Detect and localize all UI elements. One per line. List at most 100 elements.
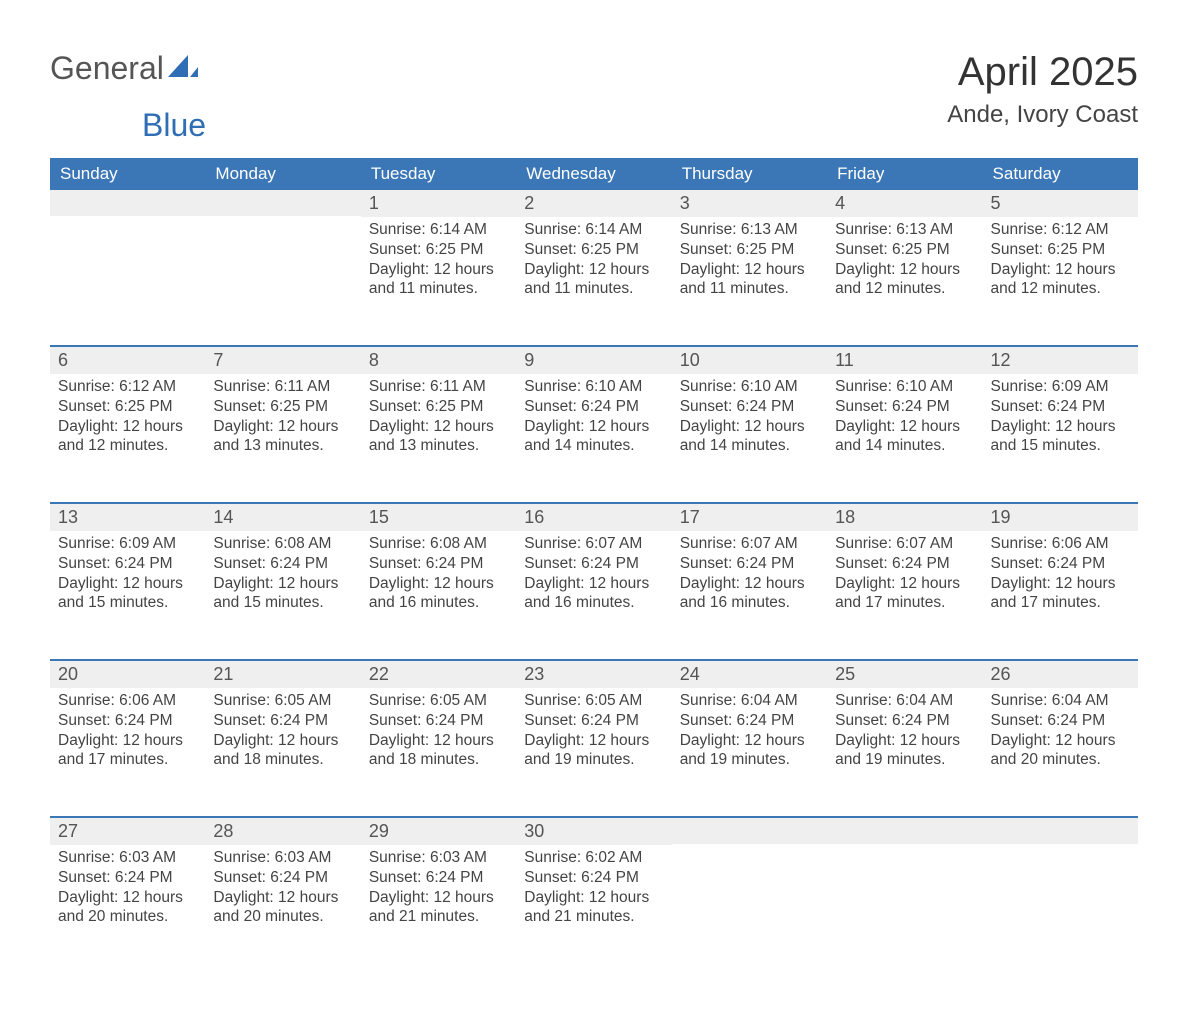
day-details: Sunrise: 6:05 AMSunset: 6:24 PMDaylight:… — [516, 688, 671, 776]
sunrise-line: Sunrise: 6:05 AM — [213, 691, 352, 711]
day-number: 11 — [827, 345, 982, 374]
daylight-line: Daylight: 12 hours and 15 minutes. — [991, 417, 1130, 457]
daylight-line: Daylight: 12 hours and 20 minutes. — [991, 731, 1130, 771]
daylight-line: Daylight: 12 hours and 14 minutes. — [680, 417, 819, 457]
sunset-line: Sunset: 6:24 PM — [680, 554, 819, 574]
sunset-line: Sunset: 6:24 PM — [524, 397, 663, 417]
sunset-line: Sunset: 6:25 PM — [369, 240, 508, 260]
calendar-cell: Sunrise: 6:04 AMSunset: 6:24 PMDaylight:… — [983, 688, 1138, 816]
sunrise-line: Sunrise: 6:07 AM — [835, 534, 974, 554]
sunset-line: Sunset: 6:25 PM — [991, 240, 1130, 260]
calendar-cell: Sunrise: 6:05 AMSunset: 6:24 PMDaylight:… — [516, 688, 671, 816]
calendar-cell: Sunrise: 6:09 AMSunset: 6:24 PMDaylight:… — [50, 531, 205, 659]
daylight-line: Daylight: 12 hours and 13 minutes. — [369, 417, 508, 457]
daylight-line: Daylight: 12 hours and 19 minutes. — [835, 731, 974, 771]
daylight-line: Daylight: 12 hours and 13 minutes. — [213, 417, 352, 457]
sunset-line: Sunset: 6:25 PM — [58, 397, 197, 417]
daylight-line: Daylight: 12 hours and 20 minutes. — [213, 888, 352, 928]
weekday-header-row: SundayMondayTuesdayWednesdayThursdayFrid… — [50, 158, 1138, 190]
sunset-line: Sunset: 6:24 PM — [524, 711, 663, 731]
calendar-cell: Sunrise: 6:08 AMSunset: 6:24 PMDaylight:… — [205, 531, 360, 659]
day-details: Sunrise: 6:06 AMSunset: 6:24 PMDaylight:… — [50, 688, 205, 776]
daylight-line: Daylight: 12 hours and 19 minutes. — [680, 731, 819, 771]
location-subtitle: Ande, Ivory Coast — [947, 101, 1138, 129]
day-details: Sunrise: 6:02 AMSunset: 6:24 PMDaylight:… — [516, 845, 671, 933]
week-daynum-row: 20212223242526 — [50, 659, 1138, 688]
daylight-line: Daylight: 12 hours and 16 minutes. — [524, 574, 663, 614]
day-number: 23 — [516, 659, 671, 688]
daylight-line: Daylight: 12 hours and 15 minutes. — [58, 574, 197, 614]
day-number: 21 — [205, 659, 360, 688]
day-number: 30 — [516, 816, 671, 845]
calendar-cell: Sunrise: 6:04 AMSunset: 6:24 PMDaylight:… — [827, 688, 982, 816]
sunset-line: Sunset: 6:25 PM — [680, 240, 819, 260]
day-details: Sunrise: 6:05 AMSunset: 6:24 PMDaylight:… — [205, 688, 360, 776]
sunrise-line: Sunrise: 6:14 AM — [369, 220, 508, 240]
sunrise-line: Sunrise: 6:08 AM — [213, 534, 352, 554]
day-number: 12 — [983, 345, 1138, 374]
day-details: Sunrise: 6:06 AMSunset: 6:24 PMDaylight:… — [983, 531, 1138, 619]
day-number: 17 — [672, 502, 827, 531]
day-number: 19 — [983, 502, 1138, 531]
day-number: 29 — [361, 816, 516, 845]
sunrise-line: Sunrise: 6:07 AM — [524, 534, 663, 554]
day-details: Sunrise: 6:07 AMSunset: 6:24 PMDaylight:… — [516, 531, 671, 619]
day-details: Sunrise: 6:03 AMSunset: 6:24 PMDaylight:… — [50, 845, 205, 933]
calendar-cell: Sunrise: 6:10 AMSunset: 6:24 PMDaylight:… — [516, 374, 671, 502]
daylight-line: Daylight: 12 hours and 14 minutes. — [835, 417, 974, 457]
sunset-line: Sunset: 6:24 PM — [524, 868, 663, 888]
sunset-line: Sunset: 6:24 PM — [524, 554, 663, 574]
sunrise-line: Sunrise: 6:11 AM — [213, 377, 352, 397]
empty-day — [50, 190, 205, 216]
calendar-cell: Sunrise: 6:13 AMSunset: 6:25 PMDaylight:… — [672, 217, 827, 345]
sunset-line: Sunset: 6:24 PM — [213, 868, 352, 888]
day-number: 3 — [672, 190, 827, 217]
sunset-line: Sunset: 6:25 PM — [835, 240, 974, 260]
day-details: Sunrise: 6:11 AMSunset: 6:25 PMDaylight:… — [205, 374, 360, 462]
sunset-line: Sunset: 6:24 PM — [369, 868, 508, 888]
sunrise-line: Sunrise: 6:10 AM — [524, 377, 663, 397]
day-details: Sunrise: 6:13 AMSunset: 6:25 PMDaylight:… — [672, 217, 827, 305]
calendar-cell: Sunrise: 6:04 AMSunset: 6:24 PMDaylight:… — [672, 688, 827, 816]
day-number: 9 — [516, 345, 671, 374]
day-number: 25 — [827, 659, 982, 688]
day-number: 22 — [361, 659, 516, 688]
calendar-cell: Sunrise: 6:14 AMSunset: 6:25 PMDaylight:… — [516, 217, 671, 345]
sunset-line: Sunset: 6:24 PM — [680, 397, 819, 417]
day-number: 28 — [205, 816, 360, 845]
sunrise-line: Sunrise: 6:12 AM — [991, 220, 1130, 240]
sunset-line: Sunset: 6:24 PM — [835, 711, 974, 731]
sunrise-line: Sunrise: 6:09 AM — [58, 534, 197, 554]
daylight-line: Daylight: 12 hours and 12 minutes. — [835, 260, 974, 300]
calendar-cell: Sunrise: 6:03 AMSunset: 6:24 PMDaylight:… — [50, 845, 205, 973]
day-details: Sunrise: 6:03 AMSunset: 6:24 PMDaylight:… — [361, 845, 516, 933]
day-details: Sunrise: 6:10 AMSunset: 6:24 PMDaylight:… — [827, 374, 982, 462]
calendar-cell — [205, 217, 360, 345]
daylight-line: Daylight: 12 hours and 14 minutes. — [524, 417, 663, 457]
calendar-cell: Sunrise: 6:07 AMSunset: 6:24 PMDaylight:… — [827, 531, 982, 659]
day-number: 18 — [827, 502, 982, 531]
day-details: Sunrise: 6:09 AMSunset: 6:24 PMDaylight:… — [983, 374, 1138, 462]
day-details: Sunrise: 6:07 AMSunset: 6:24 PMDaylight:… — [827, 531, 982, 619]
empty-day — [983, 816, 1138, 844]
sunrise-line: Sunrise: 6:04 AM — [680, 691, 819, 711]
day-number: 15 — [361, 502, 516, 531]
sunrise-line: Sunrise: 6:03 AM — [58, 848, 197, 868]
brand-line1: General — [50, 50, 164, 87]
sunset-line: Sunset: 6:24 PM — [991, 711, 1130, 731]
day-number: 16 — [516, 502, 671, 531]
day-details: Sunrise: 6:11 AMSunset: 6:25 PMDaylight:… — [361, 374, 516, 462]
day-details: Sunrise: 6:10 AMSunset: 6:24 PMDaylight:… — [672, 374, 827, 462]
sunrise-line: Sunrise: 6:03 AM — [369, 848, 508, 868]
weekday-header: Tuesday — [361, 158, 516, 190]
daylight-line: Daylight: 12 hours and 16 minutes. — [369, 574, 508, 614]
day-details: Sunrise: 6:10 AMSunset: 6:24 PMDaylight:… — [516, 374, 671, 462]
sunrise-line: Sunrise: 6:13 AM — [680, 220, 819, 240]
weekday-header: Monday — [205, 158, 360, 190]
day-details: Sunrise: 6:09 AMSunset: 6:24 PMDaylight:… — [50, 531, 205, 619]
weekday-header: Wednesday — [516, 158, 671, 190]
sunset-line: Sunset: 6:24 PM — [991, 554, 1130, 574]
title-block: April 2025 Ande, Ivory Coast — [947, 50, 1138, 129]
calendar-cell: Sunrise: 6:12 AMSunset: 6:25 PMDaylight:… — [50, 374, 205, 502]
empty-day — [672, 816, 827, 844]
